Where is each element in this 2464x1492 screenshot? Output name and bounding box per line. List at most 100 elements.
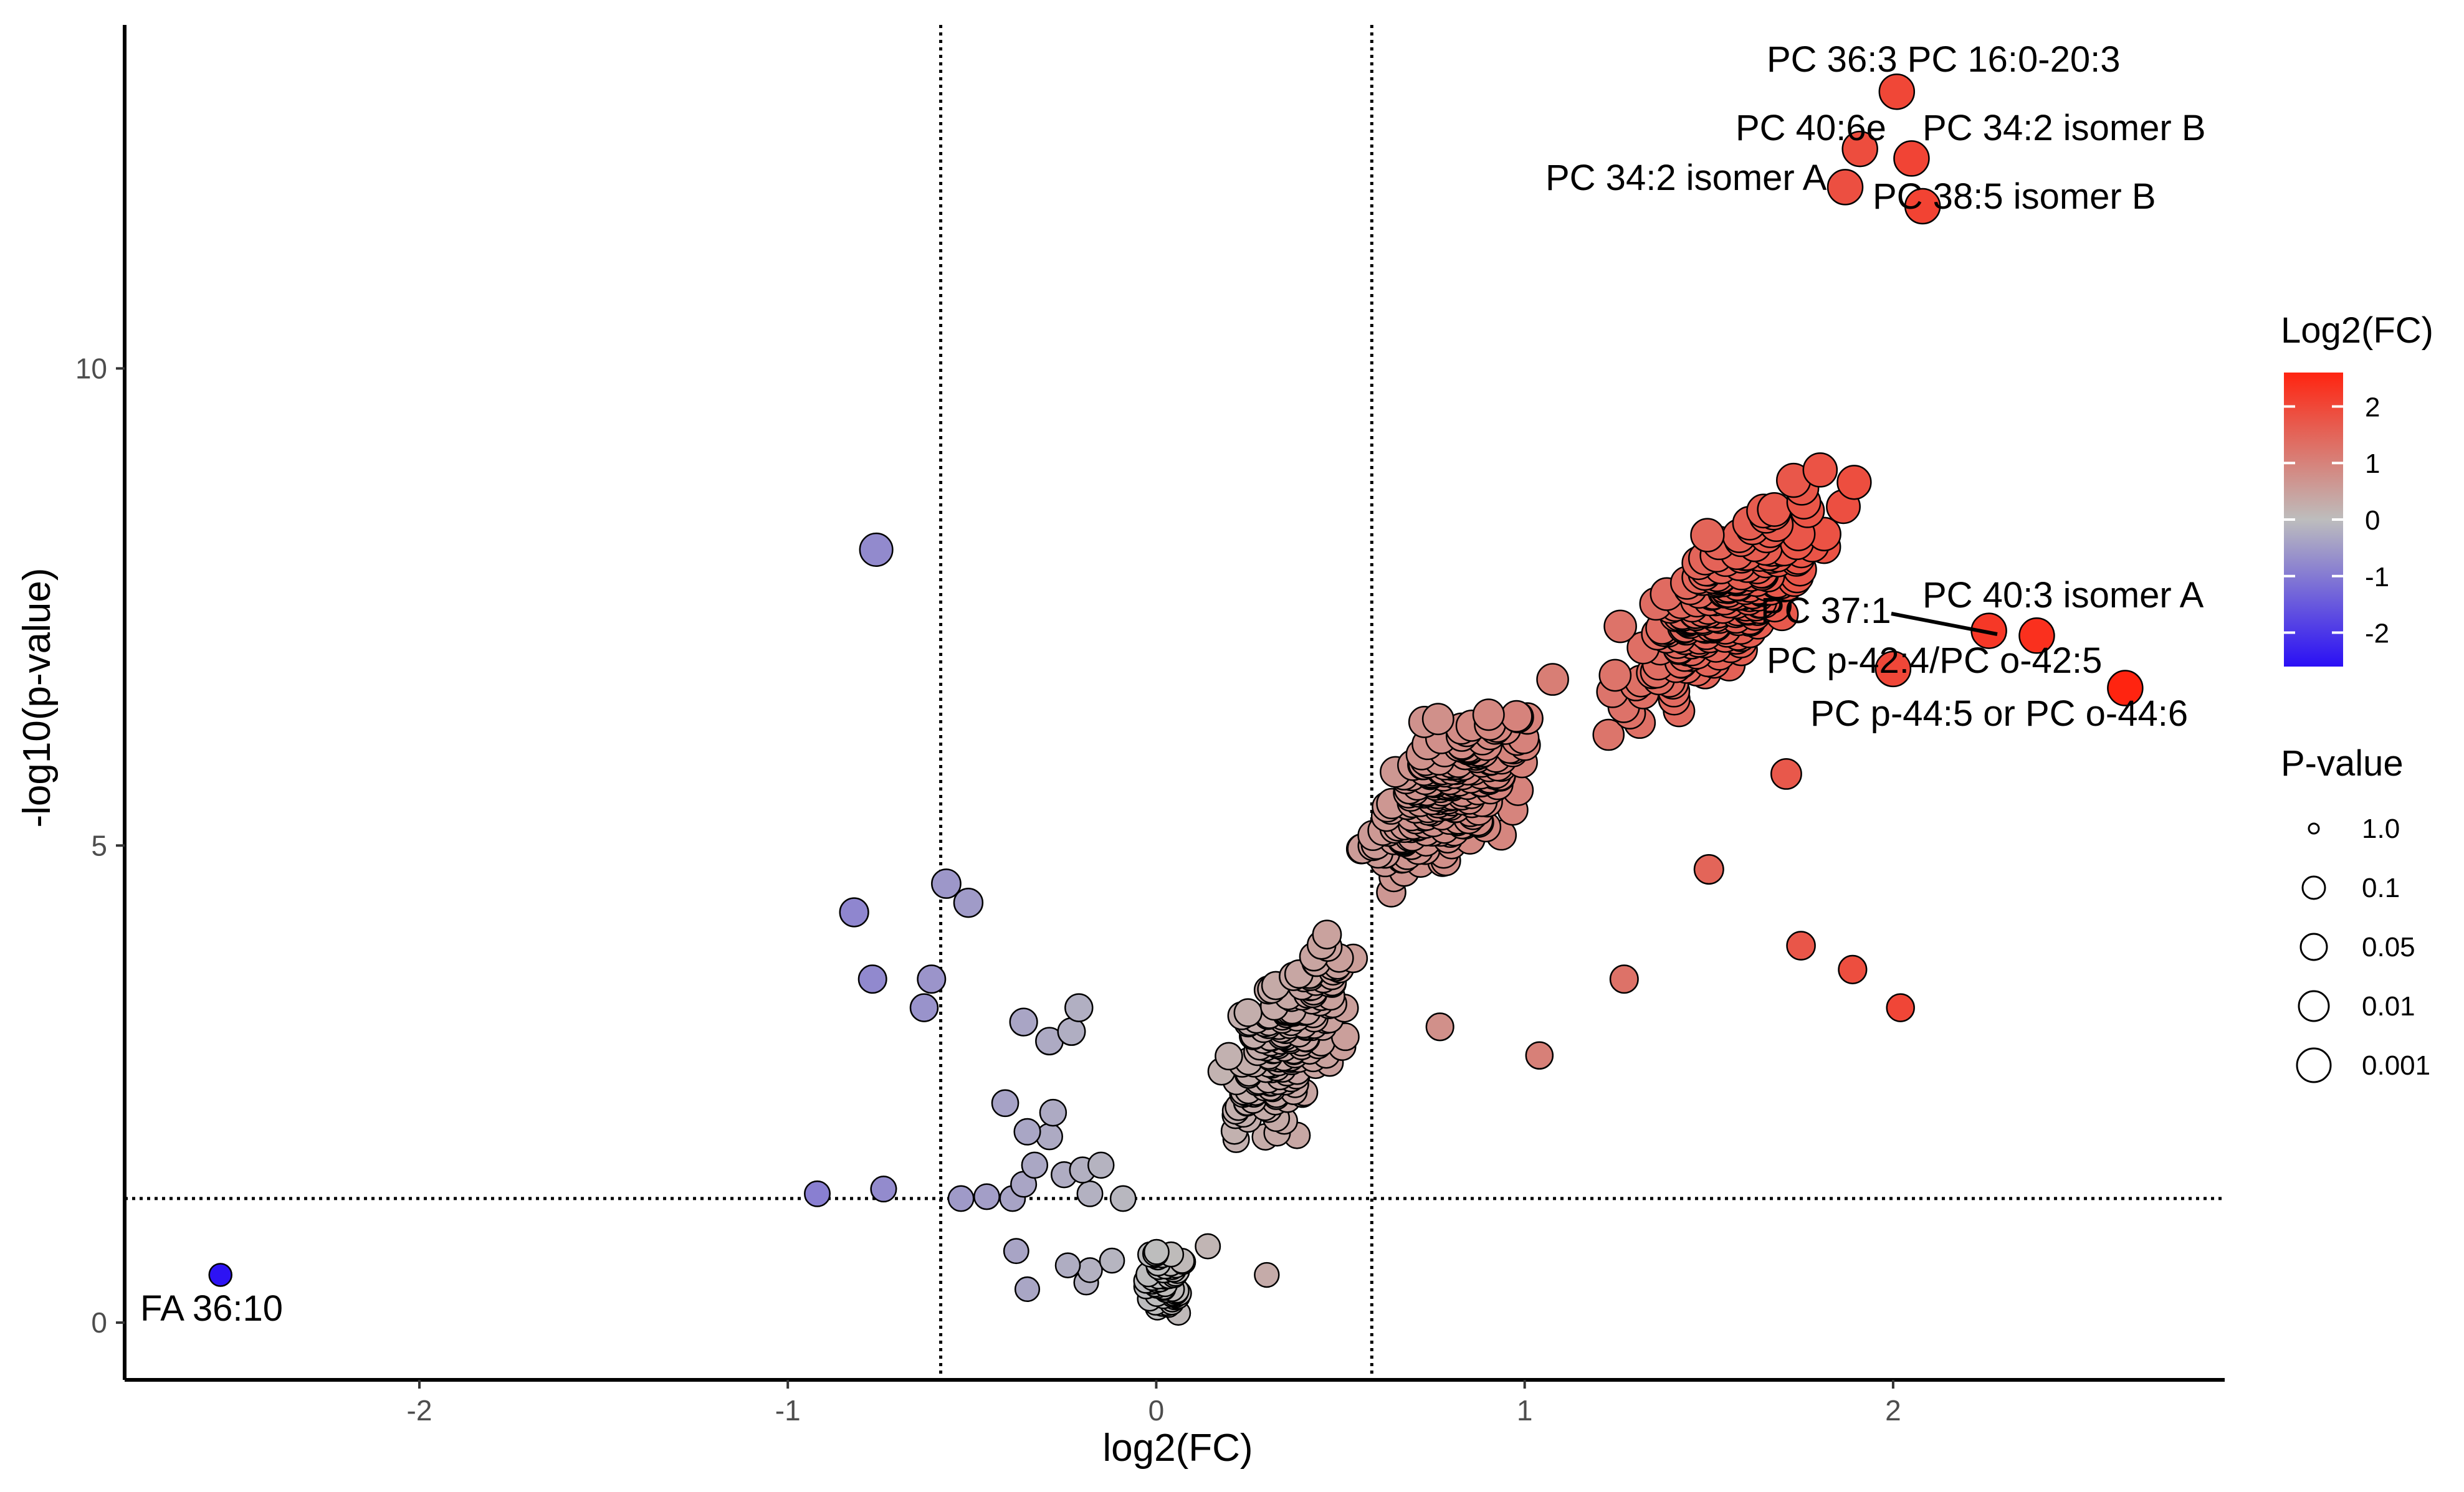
data-point: [917, 964, 947, 994]
labeled-data-point: [1893, 140, 1930, 177]
point-annotation-label: PC p-42:4/PC o-42:5: [1767, 640, 2102, 681]
point-annotation-label: PC 34:2 isomer A: [1545, 158, 1827, 198]
size-legend-symbol: [2301, 875, 2326, 900]
data-point: [1143, 1238, 1170, 1265]
data-point: [1014, 1276, 1041, 1303]
size-legend-symbol: [2299, 933, 2328, 961]
data-point: [1109, 1185, 1137, 1212]
y-axis-title: -log10(p-value): [16, 568, 59, 828]
data-point: [1536, 663, 1569, 696]
data-point: [1757, 492, 1792, 527]
color-legend-tick-label: -2: [2365, 619, 2389, 649]
data-point: [1254, 1262, 1280, 1288]
size-legend-symbol: [2298, 990, 2330, 1022]
labeled-data-point: [208, 1263, 232, 1287]
size-legend-title: P-value: [2281, 743, 2404, 784]
data-point: [1802, 452, 1838, 488]
size-legend: P-value 1.0 0.1 0.05 0.01 0.001: [2281, 743, 2430, 1083]
data-point: [1690, 518, 1725, 553]
x-tick-label: 1: [1517, 1394, 1533, 1427]
data-point: [870, 1176, 897, 1203]
size-legend-label: 0.1: [2362, 873, 2400, 903]
color-legend-title: Log2(FC): [2281, 310, 2433, 351]
data-point: [1421, 703, 1454, 736]
color-legend-tick-label: 0: [2365, 505, 2380, 536]
x-tick-label: -1: [775, 1394, 801, 1427]
data-point: [1770, 758, 1802, 790]
data-point: [973, 1183, 1000, 1210]
color-legend: Log2(FC) 2 1 0 -1 -2: [2281, 310, 2433, 667]
data-point: [1013, 1118, 1041, 1146]
size-legend-label: 1.0: [2362, 814, 2400, 844]
data-point: [947, 1185, 975, 1212]
size-legend-label: 0.05: [2362, 932, 2415, 962]
data-point: [1099, 1247, 1125, 1274]
x-tick-label: -2: [407, 1394, 432, 1427]
labeled-data-point: [1904, 188, 1941, 225]
data-point: [1233, 998, 1263, 1027]
data-point: [857, 964, 887, 994]
labeled-points: [208, 73, 2144, 1287]
point-annotation-label: PC 38:5 isomer B: [1873, 176, 2156, 217]
data-point: [1609, 964, 1639, 994]
data-point: [1592, 718, 1625, 751]
x-tick-label: 2: [1885, 1394, 1901, 1427]
data-point: [1054, 1252, 1081, 1278]
data-point: [1087, 1151, 1115, 1179]
color-legend-tick-label: -1: [2365, 562, 2389, 592]
data-point: [1021, 1151, 1049, 1179]
data-point: [1472, 698, 1505, 731]
data-point: [1215, 1042, 1243, 1071]
data-point: [1057, 1017, 1086, 1046]
point-annotation-label: PC 37:1: [1760, 591, 1891, 631]
threshold-lines: [125, 25, 2225, 1380]
data-point: [804, 1180, 831, 1207]
data-point: [1525, 1041, 1554, 1070]
color-legend-tick-label: 2: [2365, 392, 2380, 422]
labeled-data-point: [1874, 650, 1912, 688]
size-legend-symbol: [2308, 822, 2320, 835]
point-annotation-label: PC 40:3 isomer A: [1922, 575, 2204, 615]
data-point: [1077, 1257, 1103, 1283]
labeled-data-point: [2107, 670, 2144, 706]
data-point: [953, 887, 984, 918]
size-legend-label: 0.01: [2362, 991, 2415, 1022]
color-legend-tick-label: 1: [2365, 449, 2380, 479]
data-point: [1064, 993, 1094, 1022]
data-point: [1076, 1180, 1104, 1207]
data-point: [1039, 1098, 1067, 1127]
x-axis-title: log2(FC): [1102, 1427, 1253, 1470]
data-point: [1603, 609, 1637, 644]
annotation-leader-line: [1891, 612, 1998, 636]
labeled-data-point: [1841, 130, 1878, 168]
size-legend-symbol: [2296, 1047, 2332, 1083]
data-point: [1786, 931, 1816, 961]
labeled-data-point: [1878, 73, 1916, 110]
labeled-data-point: [2018, 617, 2055, 654]
point-annotation-label: PC p-44:5 or PC o-44:6: [1810, 693, 2188, 734]
y-tick-label: 0: [91, 1306, 107, 1339]
data-point: [1886, 993, 1915, 1022]
point-annotation-label: PC 36:3 PC 16:0-20:3: [1767, 39, 2120, 80]
data-point: [931, 868, 962, 899]
data-point: [1425, 1012, 1454, 1042]
data-point: [859, 532, 894, 567]
data-point: [909, 993, 939, 1022]
y-tick-label: 10: [75, 352, 107, 384]
data-points: [804, 452, 1915, 1326]
x-tick-label: 0: [1148, 1394, 1165, 1427]
axes: -2 -1 0 1 2 0 5 10: [75, 25, 2225, 1427]
data-point: [1838, 954, 1868, 984]
point-annotations: FA 36:10 PC 36:3 PC 16:0-20:3 PC 40:6e PC 3…: [140, 39, 2206, 1329]
data-point: [1598, 658, 1632, 692]
data-point: [1009, 1007, 1038, 1037]
data-point: [991, 1089, 1020, 1118]
point-annotation-label: FA 36:10: [140, 1288, 283, 1329]
point-annotation-label: PC 40:6e: [1736, 108, 1886, 148]
labeled-data-point: [1827, 169, 1864, 206]
data-point: [1836, 465, 1872, 500]
data-point: [1195, 1233, 1221, 1260]
size-legend-label: 0.001: [2362, 1050, 2430, 1081]
